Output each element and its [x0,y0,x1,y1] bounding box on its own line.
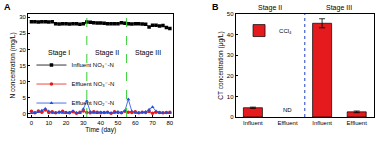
svg-text:0: 0 [230,114,234,120]
svg-text:25: 25 [19,30,26,36]
svg-text:40: 40 [227,32,234,38]
svg-text:10: 10 [45,120,52,126]
svg-text:Influent: Influent [312,120,332,126]
svg-text:40: 40 [97,120,104,126]
svg-text:A: A [4,2,11,12]
svg-text:70: 70 [149,120,156,126]
svg-text:0: 0 [30,120,34,126]
svg-text:5: 5 [23,95,27,101]
svg-text:50: 50 [227,11,234,17]
svg-text:50: 50 [115,120,122,126]
svg-text:Influent NO₃⁻-N: Influent NO₃⁻-N [71,62,113,68]
svg-text:B: B [212,2,219,12]
svg-text:Stage II: Stage II [258,4,282,12]
svg-text:Time (day): Time (day) [85,126,116,134]
svg-text:Effluent NO₂⁻-N: Effluent NO₂⁻-N [71,100,114,106]
svg-text:30: 30 [80,120,87,126]
svg-text:10: 10 [227,94,234,100]
svg-text:10: 10 [19,79,26,85]
svg-text:Stage III: Stage III [135,49,161,57]
svg-text:Effluent: Effluent [277,120,298,126]
svg-text:0: 0 [23,111,27,117]
svg-text:Stage I: Stage I [48,49,70,57]
svg-text:Stage II: Stage II [95,49,119,57]
svg-text:30: 30 [19,14,26,20]
svg-text:CT concentration (μg/L): CT concentration (μg/L) [217,31,225,99]
svg-text:Effluent: Effluent [347,120,368,126]
svg-text:CCl₄: CCl₄ [279,28,292,34]
svg-text:20: 20 [227,73,234,79]
svg-text:20: 20 [63,120,70,126]
svg-text:Effluent NO₃⁻-N: Effluent NO₃⁻-N [71,81,114,87]
svg-text:60: 60 [132,120,139,126]
svg-text:Influent: Influent [243,120,263,126]
svg-text:ND: ND [283,107,292,113]
svg-text:80: 80 [167,120,174,126]
svg-text:N concentration (mg/L): N concentration (mg/L) [9,32,17,98]
svg-text:20: 20 [19,47,26,53]
svg-text:30: 30 [227,52,234,58]
svg-text:15: 15 [19,63,26,69]
svg-text:Stage III: Stage III [326,4,352,12]
